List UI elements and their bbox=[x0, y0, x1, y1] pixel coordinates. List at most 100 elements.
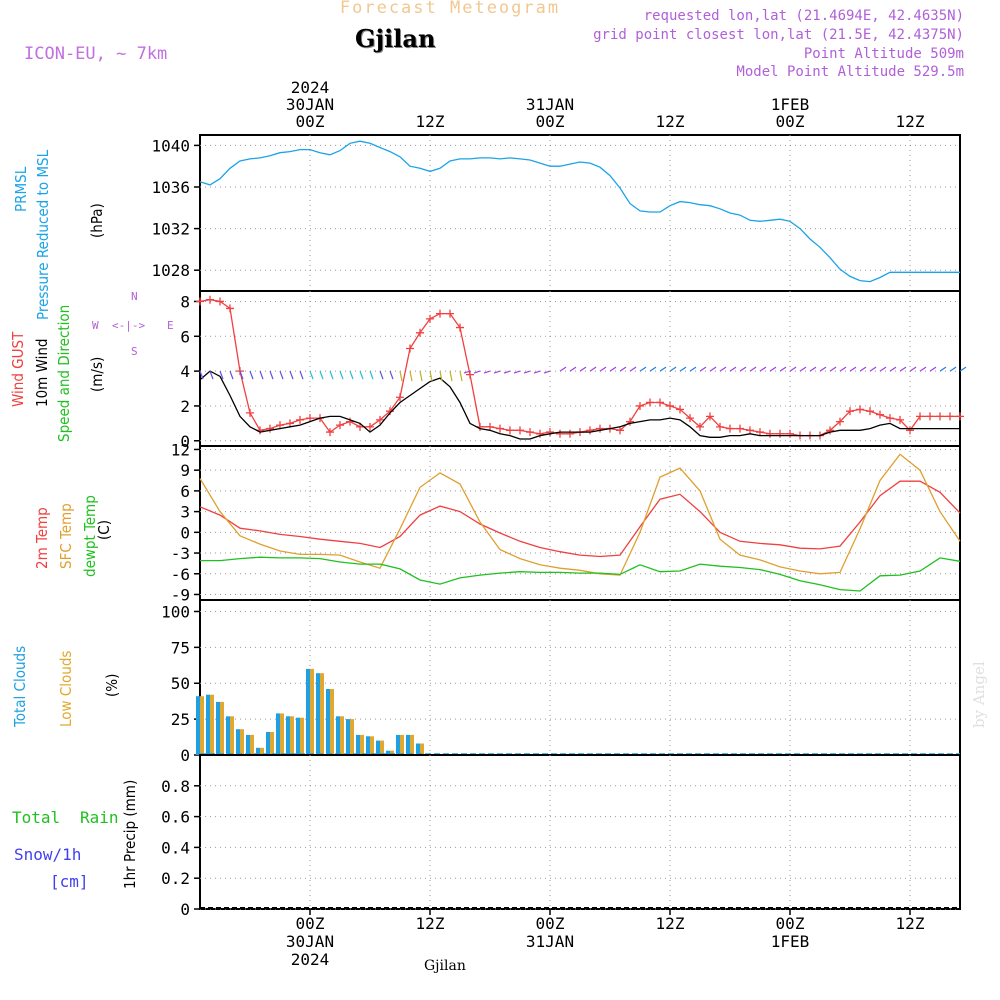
gust-marker bbox=[826, 426, 834, 435]
wind-ytick-label: 8 bbox=[180, 292, 190, 311]
gust-marker bbox=[276, 421, 284, 430]
gust-marker bbox=[886, 414, 894, 423]
wind-direction-arrow bbox=[543, 370, 551, 374]
temperature-ytick-label: 6 bbox=[180, 482, 190, 501]
clouds-ytick-label: 50 bbox=[171, 674, 190, 693]
bottom-time-label: 2024 bbox=[291, 950, 330, 969]
gust-marker bbox=[446, 309, 454, 318]
precip-snow-label: Snow/1h bbox=[14, 845, 82, 864]
cloud-bar-low-clouds bbox=[350, 719, 354, 755]
precipitation-panel-frame bbox=[199, 754, 961, 910]
wind-direction-arrow bbox=[629, 366, 637, 372]
wind-direction-arrow bbox=[269, 370, 274, 380]
wind-direction-arrow bbox=[699, 366, 707, 372]
gust-marker bbox=[776, 429, 784, 438]
gust-marker bbox=[956, 412, 964, 421]
wind-direction-arrow bbox=[879, 366, 887, 372]
bottom-time-label: 12Z bbox=[416, 914, 445, 933]
wind-direction-arrow bbox=[449, 370, 453, 382]
wind-direction-arrow bbox=[709, 366, 717, 372]
bottom-time-label: 1FEB bbox=[771, 932, 810, 951]
bottom-time-label: 31JAN bbox=[526, 932, 574, 951]
wind-direction-arrow bbox=[719, 366, 727, 372]
gust-marker bbox=[506, 426, 514, 435]
temperature-ytick-label: -3 bbox=[171, 544, 190, 563]
temperature-ytick-label: 3 bbox=[180, 503, 190, 522]
gust-marker bbox=[896, 415, 904, 424]
compass-arrows: <-|-> bbox=[112, 319, 146, 332]
cloud-bar-total-clouds bbox=[376, 740, 380, 755]
gust-marker bbox=[406, 344, 414, 353]
series-prmsl bbox=[199, 140, 960, 283]
wind-ytick-label: 2 bbox=[180, 397, 190, 416]
cloud-bar-total-clouds bbox=[196, 696, 200, 755]
precip-cm-label: [cm] bbox=[50, 872, 89, 891]
gust-marker bbox=[726, 424, 734, 433]
gust-marker bbox=[566, 429, 574, 438]
wind-direction-arrow bbox=[589, 366, 597, 372]
gust-marker bbox=[206, 295, 214, 304]
gust-marker bbox=[226, 304, 234, 313]
gust-marker bbox=[626, 417, 634, 426]
cloud-bar-total-clouds bbox=[256, 747, 260, 755]
wind-direction-arrow bbox=[829, 366, 837, 372]
series-dewpt-temp bbox=[200, 556, 961, 592]
temperature-panel-frame bbox=[199, 445, 961, 601]
wind-direction-arrow bbox=[779, 366, 787, 372]
top-time-label: 00Z bbox=[776, 112, 805, 131]
wind-direction-arrow bbox=[349, 370, 354, 380]
wind-direction-arrow bbox=[249, 370, 254, 380]
gust-marker bbox=[636, 401, 644, 410]
wind-direction-arrow bbox=[279, 370, 284, 380]
cloud-bar-total-clouds bbox=[416, 743, 420, 755]
precipitation-ytick-label: 0.2 bbox=[161, 869, 190, 888]
gust-marker bbox=[696, 422, 704, 431]
wind-direction-arrow bbox=[609, 366, 617, 372]
wind-direction-arrow bbox=[339, 370, 344, 380]
cloud-bar-low-clouds bbox=[270, 732, 274, 755]
gust-marker bbox=[426, 314, 434, 323]
wind-direction-arrow bbox=[759, 366, 767, 372]
wind-direction-arrow bbox=[309, 370, 314, 380]
wind-direction-arrow bbox=[209, 370, 214, 380]
wind-direction-arrow bbox=[419, 370, 423, 382]
clouds-ytick-label: 0 bbox=[180, 746, 190, 765]
wind-direction-arrow bbox=[503, 370, 511, 374]
cloud-bar-total-clouds bbox=[276, 713, 280, 755]
cloud-bar-total-clouds bbox=[406, 734, 410, 755]
wind-direction-arrow bbox=[239, 370, 244, 380]
cloud-bar-total-clouds bbox=[296, 717, 300, 755]
gust-marker bbox=[616, 426, 624, 435]
bottom-time-label: 12Z bbox=[896, 914, 925, 933]
precip-total-label: Total bbox=[12, 808, 61, 827]
gust-marker bbox=[876, 410, 884, 419]
gust-marker bbox=[586, 426, 594, 435]
gust-marker bbox=[666, 401, 674, 410]
cloud-bar-low-clouds bbox=[390, 750, 394, 755]
wind-direction-arrow bbox=[799, 366, 807, 372]
wind-direction-arrow bbox=[219, 370, 224, 380]
wind-direction-arrow bbox=[899, 366, 907, 372]
wind-panel-frame bbox=[199, 290, 961, 447]
wind-direction-arrow bbox=[859, 366, 867, 372]
cloud-bar-low-clouds bbox=[230, 716, 234, 756]
wind-ytick-label: 6 bbox=[180, 327, 190, 346]
wind-direction-arrow bbox=[569, 366, 577, 372]
wind-direction-arrow bbox=[689, 366, 697, 372]
gust-marker bbox=[346, 417, 354, 426]
gust-marker bbox=[746, 426, 754, 435]
wind-direction-arrow bbox=[789, 366, 797, 372]
gust-marker bbox=[756, 428, 764, 437]
pressure-ytick-label: 1036 bbox=[151, 178, 190, 197]
model-label: ICON-EU, ~ 7km bbox=[24, 44, 168, 64]
wind-direction-arrow bbox=[929, 366, 937, 372]
cloud-bar-low-clouds bbox=[300, 717, 304, 755]
compass-s: S bbox=[131, 345, 138, 358]
wind-direction-arrow bbox=[459, 370, 463, 382]
temperature-ytick-label: 0 bbox=[180, 523, 190, 542]
gust-marker bbox=[596, 424, 604, 433]
wind-direction-arrow bbox=[389, 370, 394, 380]
cloud-bar-total-clouds bbox=[396, 734, 400, 755]
wind-direction-arrow bbox=[199, 370, 204, 380]
wind-direction-arrow bbox=[409, 370, 413, 382]
